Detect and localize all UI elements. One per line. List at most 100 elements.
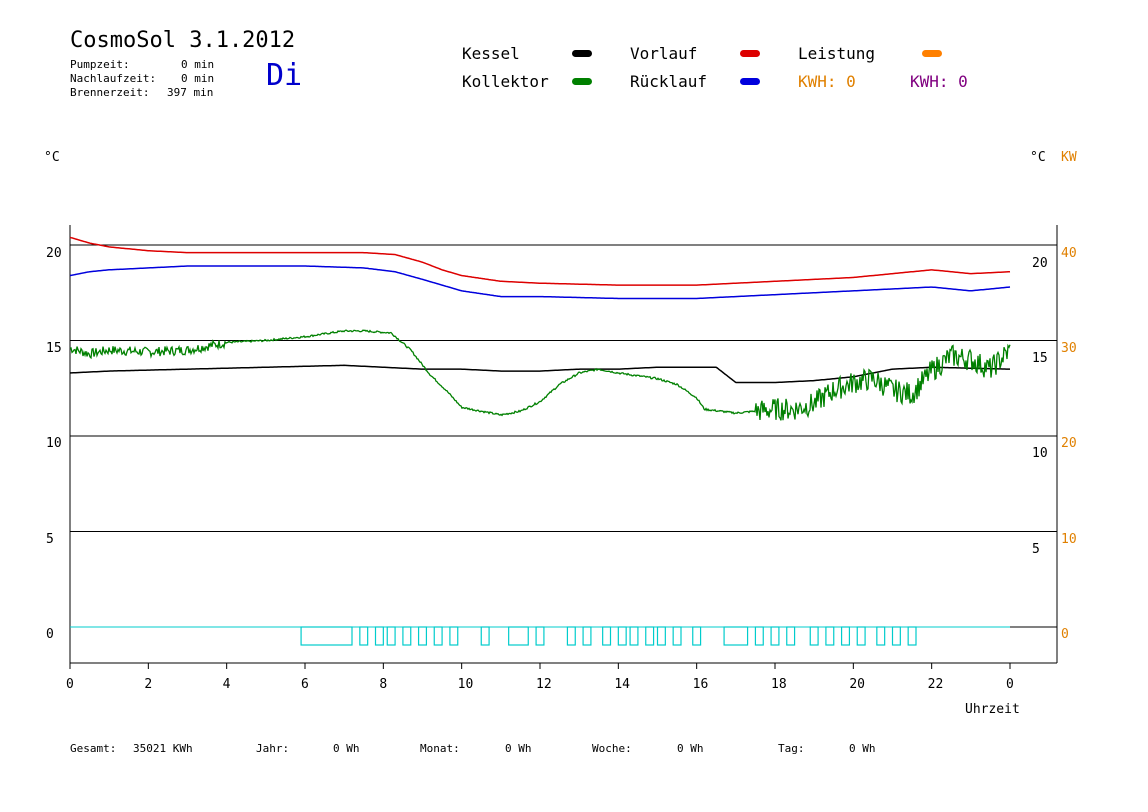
- chart-series: [69, 236, 1011, 421]
- pump-segment-23: [786, 626, 796, 646]
- right-unit-c-label: °C: [1030, 150, 1046, 165]
- x-tick-label-12: 0: [1006, 677, 1014, 692]
- legend-vorlauf-swatch: [740, 50, 760, 57]
- footer-woche-value: 0 Wh: [677, 742, 704, 755]
- x-tick-label-9: 18: [771, 677, 787, 692]
- y-tick-right-kw-10: 10: [1061, 532, 1077, 547]
- footer-tag-label: Tag:: [778, 742, 805, 755]
- y-tick-right-c-10: 10: [1032, 446, 1048, 461]
- y-tick-right-kw-40: 40: [1061, 246, 1077, 261]
- legend-leistung-label: Leistung: [798, 44, 876, 63]
- pump-segment-15: [629, 626, 639, 646]
- kwh-orange-readout: KWH: 0: [798, 72, 856, 91]
- chart-grid: [69, 225, 1058, 664]
- pump-segment-26: [840, 626, 851, 646]
- y-tick-left-20: 20: [46, 246, 62, 261]
- stat-brennerzeit-label: Brennerzeit:: [70, 86, 150, 99]
- legend-kollektor-label: Kollektor: [462, 72, 549, 91]
- pump-segment-8: [480, 626, 490, 646]
- x-tick-label-2: 4: [222, 677, 231, 692]
- x-tick-label-4: 8: [379, 677, 388, 692]
- weekday-label: Di: [266, 58, 303, 93]
- y-tick-left-10: 10: [46, 436, 62, 451]
- right-unit-kw-label: KW: [1061, 150, 1077, 165]
- footer-jahr-value: 0 Wh: [333, 742, 360, 755]
- legend-ruecklauf-label: Rücklauf: [630, 72, 708, 91]
- stat-pumpzeit-label: Pumpzeit:: [70, 58, 130, 71]
- pump-segment-19: [692, 626, 702, 646]
- y-tick-left-15: 15: [46, 341, 62, 356]
- x-tick-label-5: 10: [457, 677, 474, 692]
- pump-segment-10: [535, 626, 545, 646]
- pump-segment-20: [723, 626, 749, 646]
- legend-kollektor-swatch: [572, 78, 592, 85]
- pump-segment-30: [907, 626, 917, 646]
- x-tick-label-8: 16: [692, 677, 709, 692]
- x-axis-label: Uhrzeit: [965, 702, 1020, 717]
- pump-segment-9: [508, 626, 529, 646]
- stat-pumpzeit-value: 0 min: [181, 58, 215, 71]
- pump-segment-12: [582, 626, 592, 646]
- pump-segment-6: [433, 626, 443, 646]
- pump-segment-0: [300, 626, 353, 646]
- footer-monat-label: Monat:: [420, 742, 460, 755]
- series-vorlauf: [69, 236, 1011, 286]
- pump-segment-16: [645, 626, 655, 646]
- y-tick-left-0: 0: [46, 627, 54, 642]
- pump-segment-25: [825, 626, 835, 646]
- footer-woche-label: Woche:: [592, 742, 632, 755]
- legend-kessel-swatch: [572, 50, 592, 57]
- pump-segment-1: [359, 626, 369, 646]
- pump-segment-5: [417, 626, 428, 646]
- pump-segment-28: [876, 626, 886, 646]
- pump-segment-27: [856, 626, 866, 646]
- footer-gesamt-label: Gesamt:: [70, 742, 117, 755]
- legend-vorlauf-label: Vorlauf: [630, 44, 698, 63]
- y-tick-right-c-5: 5: [1032, 542, 1040, 557]
- pump-segment-11: [566, 626, 576, 646]
- x-tick-label-11: 22: [927, 677, 944, 692]
- legend-ruecklauf-swatch: [740, 78, 760, 85]
- left-unit-label: °C: [44, 150, 60, 165]
- app-title: CosmoSol 3.1.2012: [70, 28, 296, 53]
- pump-segment-22: [770, 626, 780, 646]
- pump-segment-18: [672, 626, 682, 646]
- stat-brennerzeit-value: 397 min: [167, 86, 214, 99]
- y-tick-right-c-20: 20: [1032, 256, 1048, 271]
- y-tick-right-kw-20: 20: [1061, 436, 1077, 451]
- x-tick-label-6: 12: [536, 677, 552, 692]
- x-tick-label-1: 2: [144, 677, 153, 692]
- footer-monat-value: 0 Wh: [505, 742, 532, 755]
- y-tick-left-5: 5: [46, 532, 54, 547]
- series-ruecklauf: [69, 265, 1011, 300]
- y-tick-right-kw-30: 30: [1061, 341, 1077, 356]
- pump-segment-17: [656, 626, 666, 646]
- y-tick-right-kw-0: 0: [1061, 627, 1069, 642]
- y-tick-right-c-15: 15: [1032, 351, 1048, 366]
- footer-gesamt-value: 35021 KWh: [133, 742, 193, 755]
- pump-segment-4: [402, 626, 412, 646]
- x-tick-label-0: 0: [66, 677, 74, 692]
- series-kollektor: [69, 329, 1011, 421]
- legend-kessel-label: Kessel: [462, 44, 520, 63]
- chart-ticks: [69, 663, 1011, 669]
- x-tick-label-7: 14: [614, 677, 630, 692]
- kwh-purple-readout: KWH: 0: [910, 72, 968, 91]
- pump-segment-29: [891, 626, 901, 646]
- stat-nachlaufzeit-label: Nachlaufzeit:: [70, 72, 157, 85]
- pump-segment-3: [386, 626, 396, 646]
- footer-jahr-label: Jahr:: [256, 742, 290, 755]
- x-tick-label-3: 6: [301, 677, 309, 692]
- stat-nachlaufzeit-value: 0 min: [181, 72, 215, 85]
- legend-leistung-swatch: [922, 50, 942, 57]
- pump-signal: [70, 626, 1010, 646]
- x-tick-label-10: 20: [849, 677, 865, 692]
- pump-segment-14: [617, 626, 627, 646]
- pump-segment-2: [374, 626, 384, 646]
- footer-tag-value: 0 Wh: [849, 742, 876, 755]
- pump-segment-24: [809, 626, 819, 646]
- pump-segment-21: [754, 626, 764, 646]
- pump-segment-7: [449, 626, 459, 646]
- pump-segment-13: [602, 626, 612, 646]
